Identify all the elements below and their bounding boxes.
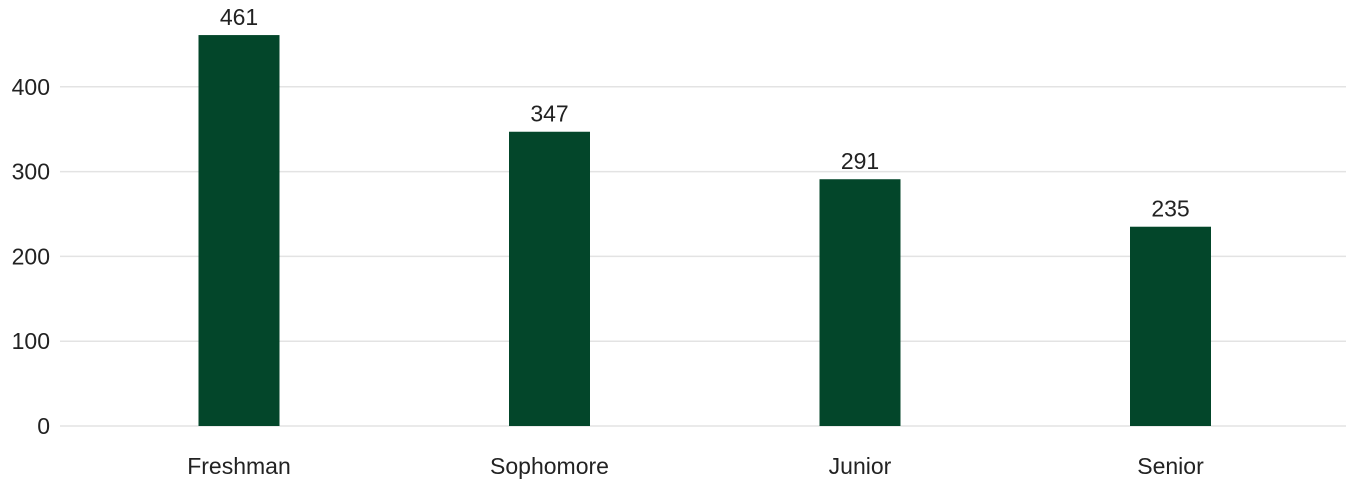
x-axis-category-labels: Freshman Sophomore Junior Senior: [187, 453, 1204, 479]
data-label: 235: [1151, 196, 1189, 222]
y-tick-label: 300: [12, 159, 50, 185]
y-tick-label: 100: [12, 328, 50, 354]
y-axis-tick-labels: 0 100 200 300 400: [12, 74, 50, 439]
bar: [198, 35, 280, 427]
category-label: Sophomore: [490, 453, 609, 479]
bar: [819, 179, 901, 426]
y-tick-label: 0: [37, 413, 50, 439]
category-label: Freshman: [187, 453, 291, 479]
category-label: Senior: [1137, 453, 1204, 479]
y-tick-label: 200: [12, 243, 50, 269]
bar: [509, 131, 590, 426]
bar: [1130, 226, 1211, 426]
data-label: 347: [530, 101, 568, 127]
y-tick-label: 400: [12, 74, 50, 100]
category-label: Junior: [829, 453, 892, 479]
bars: [198, 35, 1211, 427]
data-labels: 461 347 291 235: [220, 4, 1190, 222]
data-label: 461: [220, 4, 258, 30]
data-label: 291: [841, 148, 879, 174]
